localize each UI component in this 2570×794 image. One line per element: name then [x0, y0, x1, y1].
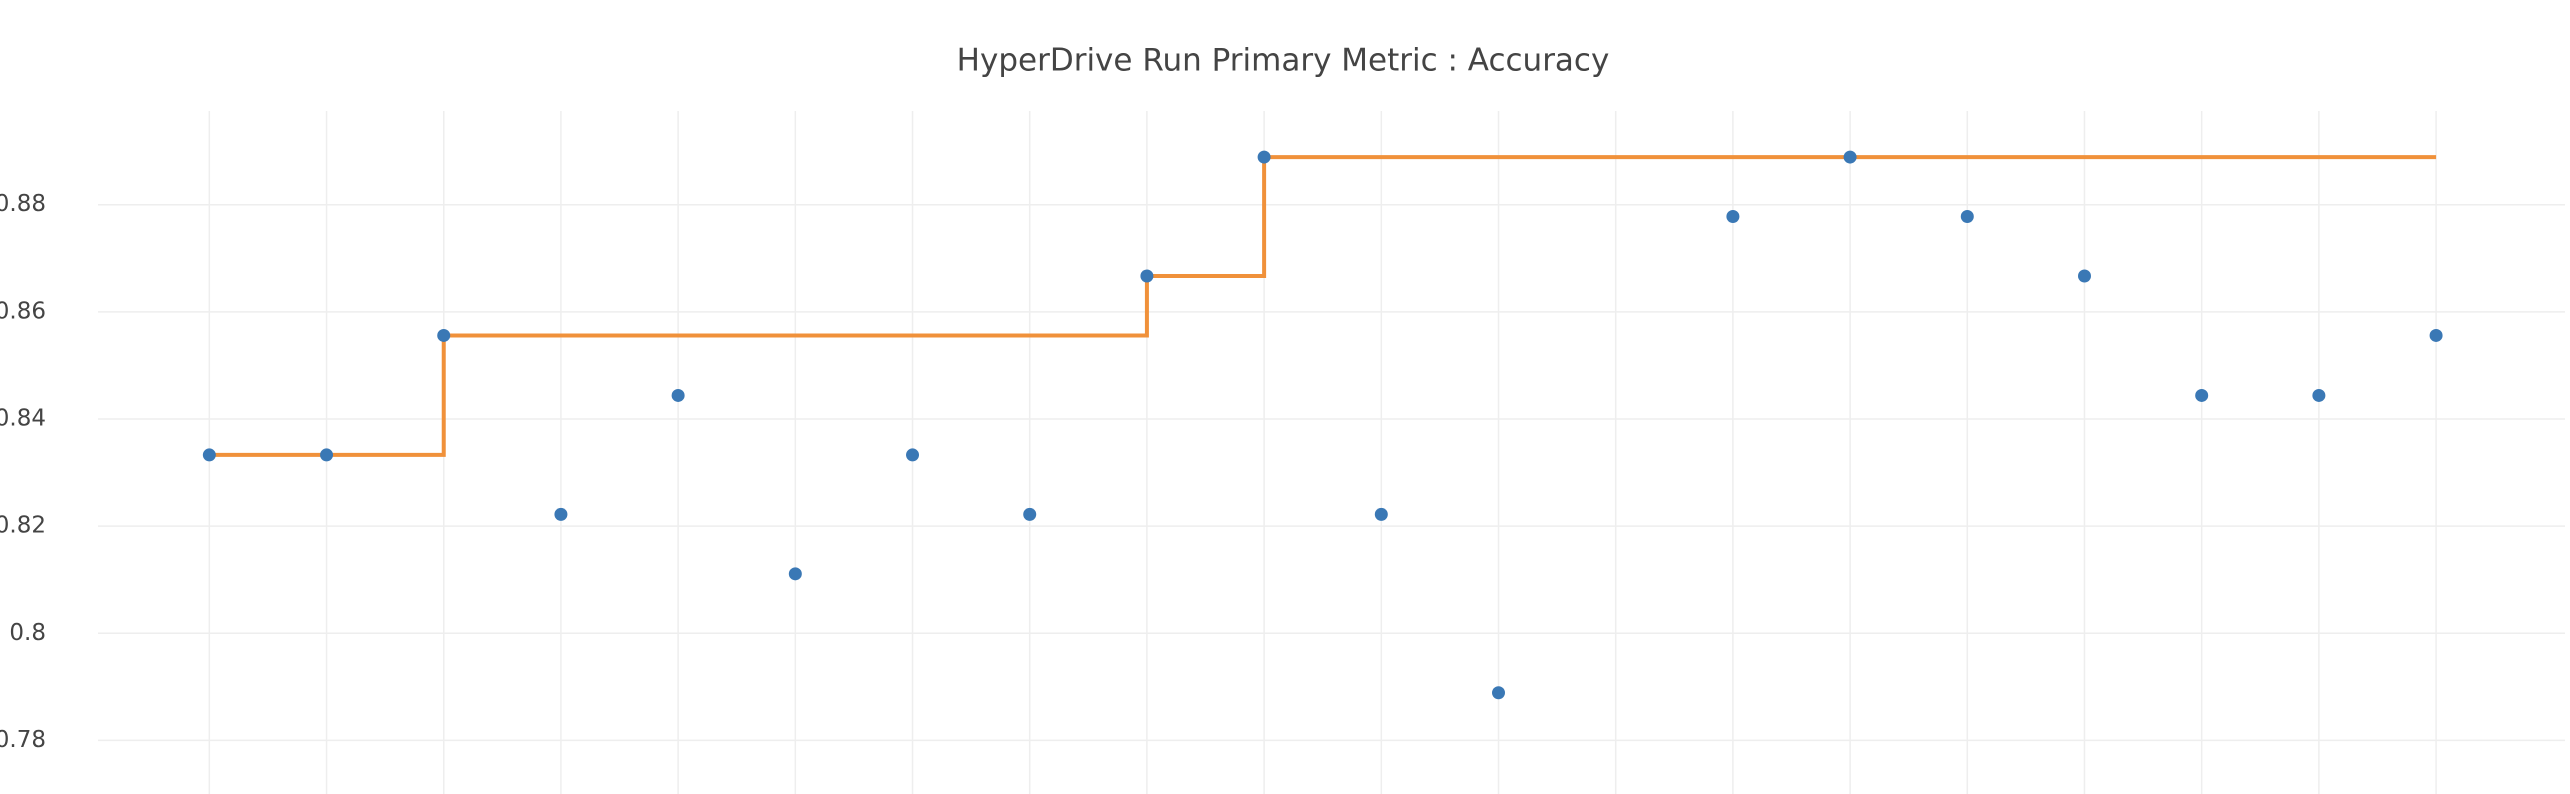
- chart-title: HyperDrive Run Primary Metric : Accuracy: [957, 43, 1610, 79]
- point: [1374, 507, 1388, 521]
- y-tick-label: 0.8: [9, 620, 46, 646]
- point: [1960, 210, 1974, 224]
- point: [1726, 210, 1740, 224]
- point: [2312, 388, 2326, 402]
- point: [1492, 686, 1506, 700]
- y-tick-label: 0.82: [0, 513, 46, 539]
- point: [1140, 269, 1154, 283]
- y-tick-label: 0.84: [0, 406, 46, 432]
- y-tick-label: 0.86: [0, 298, 46, 324]
- point: [906, 448, 920, 462]
- point: [554, 507, 568, 521]
- point: [1843, 150, 1857, 164]
- point: [437, 328, 451, 342]
- point: [2195, 388, 2209, 402]
- point: [2077, 269, 2091, 283]
- point: [1257, 150, 1271, 164]
- point: [788, 567, 802, 581]
- point: [202, 448, 216, 462]
- point: [320, 448, 334, 462]
- point: [2429, 328, 2443, 342]
- step-line: [209, 155, 2437, 457]
- point: [1023, 507, 1037, 521]
- y-tick-label: 0.78: [0, 727, 46, 753]
- point: [671, 388, 685, 402]
- y-tick-label: 0.88: [0, 191, 46, 217]
